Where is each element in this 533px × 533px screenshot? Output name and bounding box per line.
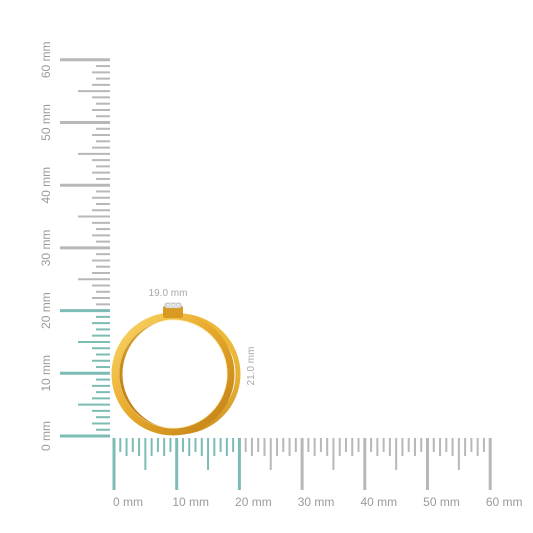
horizontal-ruler-label: 50 mm — [423, 495, 460, 509]
horizontal-ruler-label: 40 mm — [360, 495, 397, 509]
ring-band-highlight — [118, 319, 228, 429]
ring-setting — [163, 302, 183, 318]
horizontal-ruler-ticks — [112, 438, 492, 490]
horizontal-ruler-label: 30 mm — [298, 495, 335, 509]
vertical-ruler-label: 20 mm — [39, 292, 53, 329]
vertical-ruler-label: 30 mm — [39, 230, 53, 267]
ring-band-front — [111, 312, 235, 436]
vertical-ruler-label: 0 mm — [39, 421, 53, 451]
horizontal-ruler-label: 0 mm — [113, 495, 143, 509]
vertical-ruler-ticks — [60, 58, 110, 438]
ring-height-label: 21.0 mm — [246, 347, 257, 386]
vertical-ruler-label: 40 mm — [39, 167, 53, 204]
horizontal-ruler-labels: 0 mm 10 mm 20 mm 30 mm 40 mm 50 mm 60 mm — [113, 495, 523, 509]
horizontal-ruler-label: 10 mm — [172, 495, 209, 509]
ring-width-label: 19.0 mm — [149, 288, 188, 299]
ring-illustration — [111, 302, 241, 436]
horizontal-ruler-label: 60 mm — [486, 495, 523, 509]
horizontal-ruler: 0 mm 10 mm 20 mm 30 mm 40 mm 50 mm 60 mm — [112, 438, 523, 509]
vertical-ruler-label: 10 mm — [39, 355, 53, 392]
vertical-ruler: 0 mm 10 mm 20 mm 30 mm 40 mm 50 mm 60 mm — [39, 41, 110, 451]
horizontal-ruler-label: 20 mm — [235, 495, 272, 509]
vertical-ruler-label: 60 mm — [39, 41, 53, 78]
vertical-ruler-label: 50 mm — [39, 104, 53, 141]
vertical-ruler-labels: 0 mm 10 mm 20 mm 30 mm 40 mm 50 mm 60 mm — [39, 41, 53, 451]
